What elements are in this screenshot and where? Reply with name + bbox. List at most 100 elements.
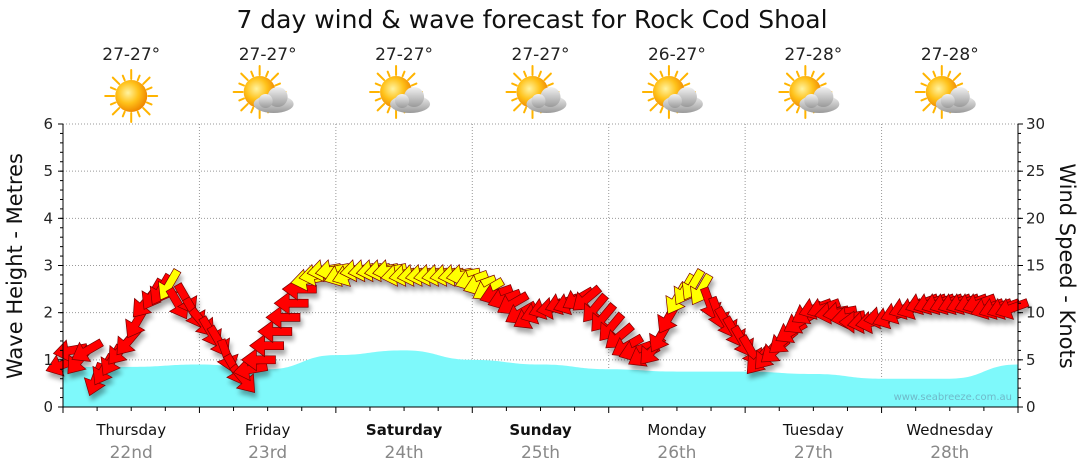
- sun-ray: [250, 70, 255, 78]
- sun-ray: [649, 103, 658, 112]
- sun-ray: [410, 82, 418, 87]
- cloud-part: [676, 87, 697, 107]
- wind-arrow: [995, 297, 1030, 320]
- day-name-label: Monday: [647, 421, 706, 439]
- right-tick-label: 15: [1026, 257, 1045, 275]
- sun-ray: [111, 107, 121, 116]
- sun-ray: [952, 72, 962, 81]
- sun-ray: [523, 70, 527, 78]
- day-date-label: 26th: [657, 443, 696, 463]
- sun-ray: [376, 103, 386, 112]
- partly-cloudy-icon: [641, 65, 703, 119]
- day-temperature: 27-28°: [921, 45, 979, 65]
- sun-ray: [683, 82, 691, 87]
- watermark-text: www.seabreeze.com.au: [894, 392, 1012, 403]
- sun-ray: [795, 106, 800, 114]
- day-date-label: 23rd: [248, 443, 287, 463]
- left-tick-label: 5: [43, 162, 53, 180]
- sun-ray: [374, 82, 382, 87]
- sun-ray: [816, 72, 825, 81]
- cloud-part: [804, 94, 819, 108]
- cloud-shape: [662, 87, 703, 113]
- sun-ray: [109, 101, 117, 106]
- sun-ray: [111, 76, 121, 85]
- sun-ray: [649, 72, 658, 81]
- wind-arrow-shape: [995, 297, 1030, 320]
- axes: 0 1 2 3 4 5 6 0 5 10 15 20 25 30 Thursday 22nd Friday 23r…: [43, 115, 1045, 463]
- chart-title: 7 day wind & wave forecast for Rock Cod …: [236, 5, 827, 34]
- sun-ray: [922, 103, 931, 112]
- sun-ray: [240, 72, 249, 81]
- sun-ray: [932, 106, 937, 114]
- sun-ray: [956, 82, 964, 87]
- left-tick-label: 0: [43, 398, 53, 416]
- sun-ray: [922, 72, 931, 81]
- sun-ray: [513, 72, 522, 81]
- sun-ray: [238, 82, 245, 87]
- sun-ray: [270, 72, 280, 81]
- cloud-shape: [390, 87, 431, 113]
- right-tick-label: 20: [1026, 209, 1045, 227]
- cloud-part: [258, 94, 273, 108]
- sun-ray: [810, 70, 815, 78]
- wind-arrows: [45, 259, 1030, 397]
- day-name-label: Thursday: [95, 421, 166, 439]
- sun-ray: [142, 107, 151, 116]
- sun-ray: [647, 97, 655, 102]
- day-temperature: 27-27°: [239, 45, 297, 65]
- cloud-shape: [799, 87, 840, 113]
- sun-rays: [104, 69, 159, 123]
- sun-ray: [679, 72, 689, 81]
- right-axis-title: Wind Speed - Knots: [1055, 163, 1079, 368]
- sun-ray: [386, 70, 391, 78]
- sun-ray: [145, 101, 153, 106]
- day-name-label: Sunday: [509, 421, 572, 439]
- left-tick-label: 3: [43, 257, 53, 275]
- left-axis-title: Wave Height - Metres: [3, 153, 27, 379]
- cloud-part: [667, 94, 682, 108]
- left-tick-label: 2: [43, 304, 53, 322]
- sun-ray: [145, 86, 153, 91]
- sun-ray: [932, 70, 937, 78]
- day-name-label: Friday: [245, 421, 291, 439]
- cloud-part: [540, 87, 561, 107]
- sun-ray: [240, 103, 249, 112]
- sun-ray: [659, 106, 664, 114]
- sun-ray: [109, 86, 117, 91]
- sun-ray: [523, 106, 527, 114]
- cloud-shape: [526, 87, 567, 113]
- sun-icon: [104, 69, 159, 123]
- cloud-shape: [253, 87, 294, 113]
- daily-temperature-row: 27-27° 27-27° 27-27° 27-27° 26-27° 27-28° 27-2…: [102, 45, 979, 123]
- sun-ray: [920, 97, 928, 102]
- cloud-part: [267, 87, 288, 107]
- sun-ray: [947, 70, 952, 78]
- cloud-shape: [935, 87, 976, 113]
- sun-ray: [136, 74, 141, 82]
- sun-ray: [784, 97, 791, 102]
- sun-ray: [511, 82, 518, 87]
- sun-ray: [538, 70, 542, 78]
- right-tick-label: 0: [1026, 398, 1036, 416]
- partly-cloudy-icon: [505, 65, 567, 119]
- right-tick-label: 25: [1026, 162, 1045, 180]
- sun-ray: [785, 103, 795, 112]
- day-date-label: 22nd: [110, 443, 153, 463]
- sun-ray: [407, 72, 416, 81]
- sun-ray: [136, 110, 141, 118]
- sun-ray: [543, 72, 552, 81]
- day-date-label: 24th: [385, 443, 424, 463]
- sun-ray: [547, 82, 554, 87]
- right-tick-label: 30: [1026, 115, 1045, 133]
- left-tick-label: 1: [43, 351, 53, 369]
- day-temperature: 26-27°: [648, 45, 706, 65]
- sun-ray: [513, 103, 522, 112]
- partly-cloudy-icon: [232, 65, 294, 119]
- sun-ray: [274, 82, 281, 87]
- cloud-part: [404, 87, 425, 107]
- sun-ray: [674, 70, 679, 78]
- wind-arrow: [71, 338, 104, 362]
- sun-ray: [121, 74, 126, 82]
- cloud-part: [940, 94, 955, 108]
- sun-ray: [511, 97, 518, 102]
